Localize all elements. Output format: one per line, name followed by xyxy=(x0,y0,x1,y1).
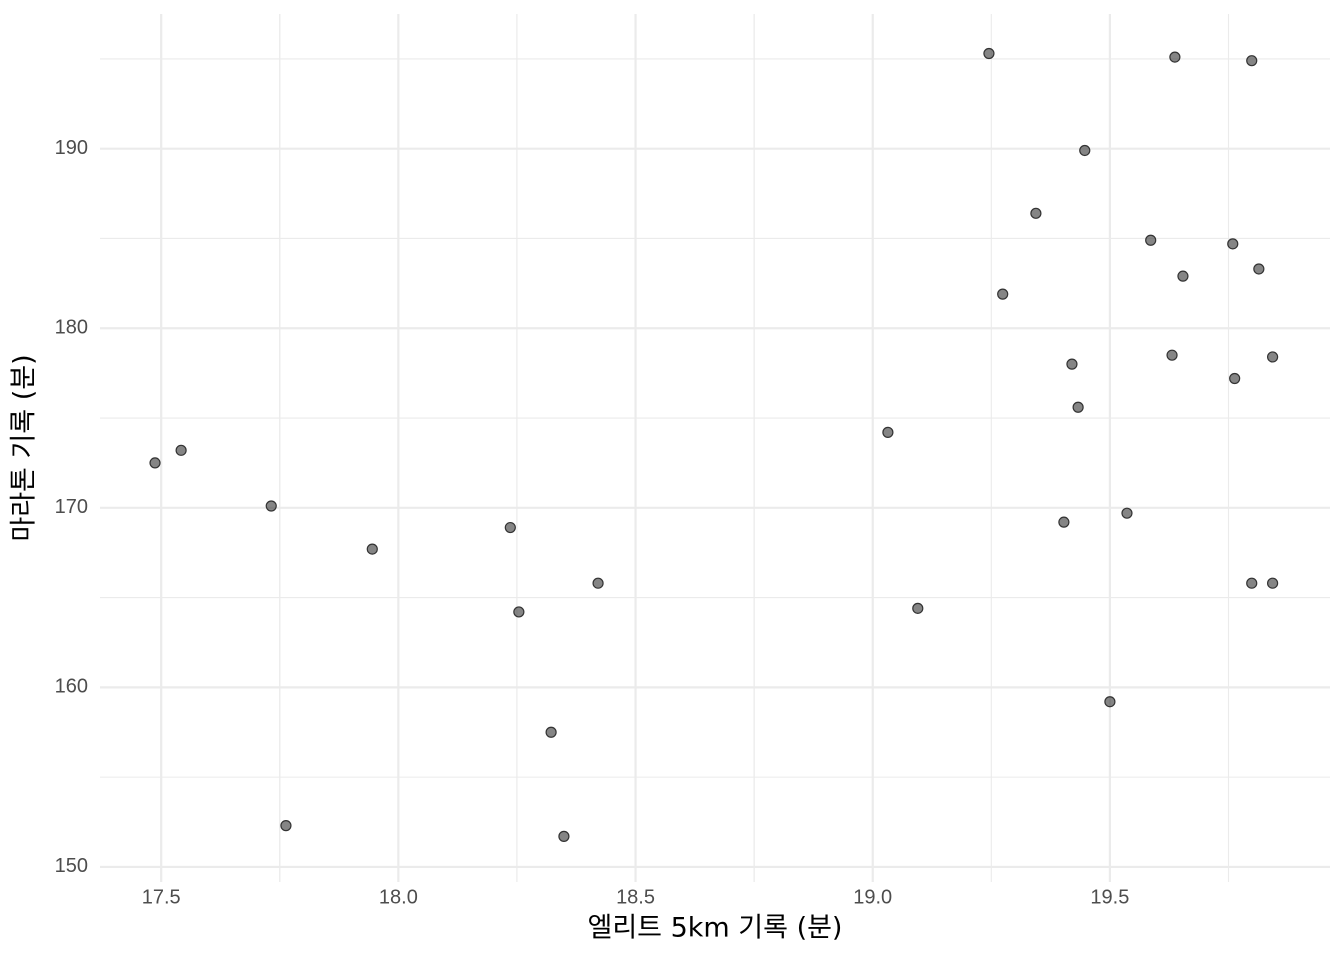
point xyxy=(592,577,604,589)
x-tick-label: 18.5 xyxy=(616,886,655,908)
point xyxy=(1030,207,1042,219)
point xyxy=(1229,372,1241,385)
point xyxy=(280,820,292,832)
point xyxy=(997,288,1009,300)
point xyxy=(1253,263,1265,275)
point xyxy=(882,426,894,438)
point xyxy=(513,606,525,618)
grid xyxy=(100,14,1330,882)
point xyxy=(545,726,557,738)
y-tick-label: 180 xyxy=(55,317,88,339)
point xyxy=(1145,234,1157,246)
point xyxy=(1177,270,1189,282)
point xyxy=(558,830,570,842)
x-tick-label: 19.0 xyxy=(853,886,892,908)
point xyxy=(983,47,995,60)
point xyxy=(175,444,187,456)
point xyxy=(1104,696,1116,708)
y-tick-label: 190 xyxy=(55,137,88,159)
point xyxy=(1246,577,1258,589)
point xyxy=(1267,351,1279,363)
point xyxy=(1066,358,1078,370)
point xyxy=(1246,55,1258,67)
point xyxy=(1121,507,1133,519)
x-axis-title: 엘리트 5km 기록 (분) xyxy=(588,913,843,944)
point xyxy=(366,543,378,555)
point xyxy=(1169,51,1181,63)
point xyxy=(1058,516,1070,528)
point xyxy=(504,521,516,534)
point xyxy=(1079,144,1091,157)
points xyxy=(149,47,1279,842)
point xyxy=(1267,577,1279,589)
y-tick-label: 170 xyxy=(55,496,88,518)
x-tick-label: 17.5 xyxy=(142,886,181,908)
y-tick-label: 160 xyxy=(55,676,88,698)
point xyxy=(149,457,161,469)
x-tick-label: 18.0 xyxy=(379,886,418,908)
y-tick-label: 150 xyxy=(55,855,88,877)
y-axis-title: 마라톤 기록 (분) xyxy=(9,354,40,541)
point xyxy=(912,602,924,614)
point xyxy=(265,500,277,512)
point xyxy=(1227,238,1239,250)
point xyxy=(1072,401,1084,413)
x-tick-label: 19.5 xyxy=(1090,886,1129,908)
point xyxy=(1166,349,1178,361)
